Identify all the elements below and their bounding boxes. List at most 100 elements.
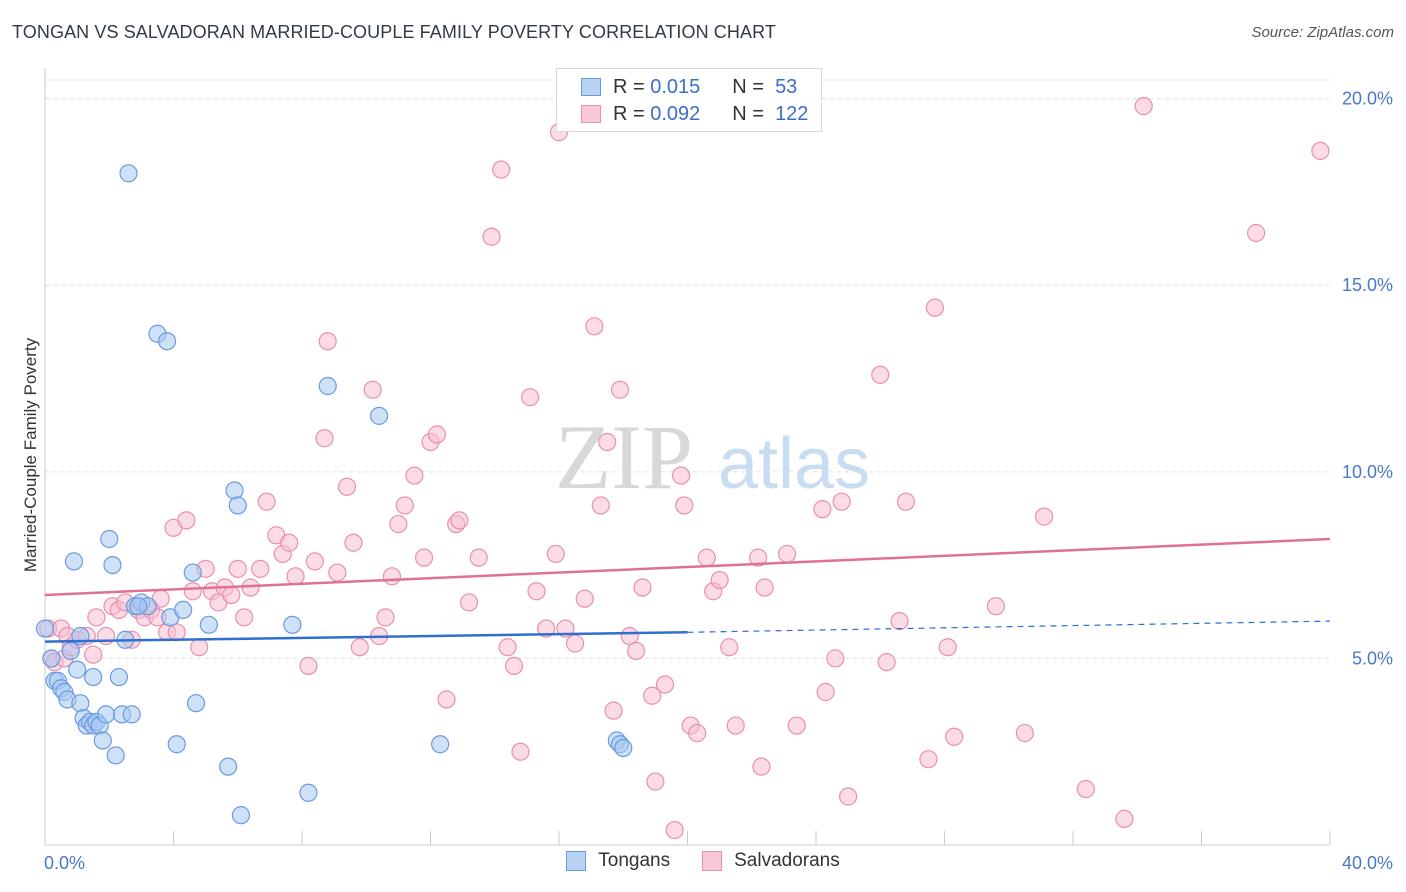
legend-item-salvadorans: Salvadorans xyxy=(702,850,840,872)
salvadoran-point xyxy=(749,548,768,567)
salvadoran-point xyxy=(826,649,845,668)
tongan-point xyxy=(122,705,141,724)
salvadoran-point xyxy=(839,787,858,806)
tongan-point xyxy=(119,164,138,183)
legend-swatch-tongans xyxy=(581,78,601,96)
legend-r-value: 0.015 xyxy=(650,75,701,98)
salvadoran-point xyxy=(710,570,729,590)
salvadoran-point xyxy=(720,638,739,657)
tongan-point xyxy=(174,600,193,620)
y-tick-label: 5.0% xyxy=(1352,648,1393,668)
salvadoran-point xyxy=(1115,809,1134,828)
salvadoran-point xyxy=(877,653,896,672)
salvadoran-point xyxy=(427,425,447,444)
tongan-point xyxy=(186,694,206,713)
salvadoran-point xyxy=(890,611,909,631)
salvadoran-point xyxy=(235,608,254,627)
salvadoran-point xyxy=(626,641,646,661)
y-tick-labels: 5.0% 10.0% 15.0% 20.0% xyxy=(1342,89,1393,669)
salvadoran-point xyxy=(1015,723,1034,743)
trend-lines xyxy=(44,537,1331,643)
tongan-point xyxy=(64,552,84,571)
salvadoran-point xyxy=(688,723,707,743)
salvadoran-point xyxy=(1034,507,1054,526)
salvadoran-point xyxy=(585,317,604,336)
salvadoran-point xyxy=(726,716,745,735)
salvadoran-point xyxy=(646,772,665,791)
salvadoran-point xyxy=(405,466,424,485)
source-label: Source: ZipAtlas.com xyxy=(1251,24,1394,41)
salvadoran-point xyxy=(671,466,691,485)
salvadoran-point xyxy=(813,500,832,519)
x-tick-labels: 0.0% 40.0% xyxy=(44,853,1393,873)
salvadoran-point xyxy=(604,701,623,720)
tongan-point xyxy=(231,806,251,825)
y-tick-label: 20.0% xyxy=(1342,89,1393,109)
salvadoran-point xyxy=(280,533,299,552)
tongan-point xyxy=(228,496,247,515)
data-points xyxy=(35,97,1330,840)
salvadoran-point xyxy=(504,656,524,675)
salvadoran-point xyxy=(832,492,851,511)
salvadoran-point xyxy=(183,582,202,601)
salvadoran-point xyxy=(565,634,585,653)
legend-swatch-salvadorans xyxy=(702,851,723,871)
y-tick-label: 15.0% xyxy=(1342,275,1393,295)
tongan-point xyxy=(157,332,177,351)
legend-label-tongans: Tongans xyxy=(598,850,671,871)
tongan-point xyxy=(431,735,450,754)
legend-item-tongans: Tongans xyxy=(566,850,670,872)
salvadoran-point xyxy=(816,682,835,702)
watermark-zip: ZIP xyxy=(555,406,693,508)
tongan-point xyxy=(219,757,238,776)
tongan-point xyxy=(129,597,148,616)
y-axis-label: Married-Couple Family Poverty xyxy=(21,337,40,572)
salvadoran-point xyxy=(752,757,771,776)
salvadoran-point xyxy=(492,160,511,179)
salvadoran-point xyxy=(84,645,103,664)
tongan-point xyxy=(318,376,337,396)
salvadoran-point xyxy=(190,638,209,657)
salvadoran-point xyxy=(305,552,324,571)
salvadoran-point xyxy=(315,429,334,448)
salvadoran-point xyxy=(1311,141,1330,161)
salvadoran-point xyxy=(633,578,652,597)
tongan-point xyxy=(167,735,186,754)
legend-n-value: 122 xyxy=(775,102,809,125)
watermark: ZIP atlas xyxy=(555,406,870,508)
salvadoran-point xyxy=(498,638,517,657)
salvadoran-point xyxy=(655,675,675,694)
legend-r-value: 0.092 xyxy=(650,102,701,125)
tongan-point xyxy=(225,481,244,500)
legend-r-label: R = xyxy=(613,75,645,98)
salvadoran-point xyxy=(546,544,565,564)
salvadoran-point xyxy=(643,686,662,705)
watermark-atlas: atlas xyxy=(718,424,870,504)
salvadoran-point xyxy=(389,514,408,534)
legend-n-value: 53 xyxy=(775,75,798,98)
salvadoran-point xyxy=(871,365,890,384)
salvadoran-point xyxy=(777,544,797,564)
salvadoran-point xyxy=(469,548,488,567)
salvadoran-point xyxy=(520,388,540,407)
tongan-point xyxy=(42,649,61,668)
salvadoran-point xyxy=(482,227,501,246)
salvadoran-point xyxy=(938,638,957,657)
salvadoran-point xyxy=(986,597,1006,616)
tongan-point xyxy=(71,694,90,713)
salvadoran-point xyxy=(675,496,694,515)
legend-swatch-salvadorans xyxy=(581,105,601,123)
salvadoran-point xyxy=(450,511,469,530)
salvadoran-point xyxy=(87,608,106,627)
salvadoran-point xyxy=(382,567,402,586)
salvadoran-point xyxy=(925,298,944,317)
salvadoran-point xyxy=(344,533,363,552)
tongan-point xyxy=(93,731,112,750)
legend-n-label: N = xyxy=(732,75,764,98)
legend-label-salvadorans: Salvadorans xyxy=(734,850,840,871)
series-legend: Tongans Salvadorans xyxy=(0,850,1406,872)
legend-swatch-tongans xyxy=(566,851,587,871)
tongan-trend-line xyxy=(44,631,688,643)
legend-row-salvadorans: R = 0.092 N = 122 xyxy=(581,102,808,126)
tongan-point xyxy=(84,667,103,687)
